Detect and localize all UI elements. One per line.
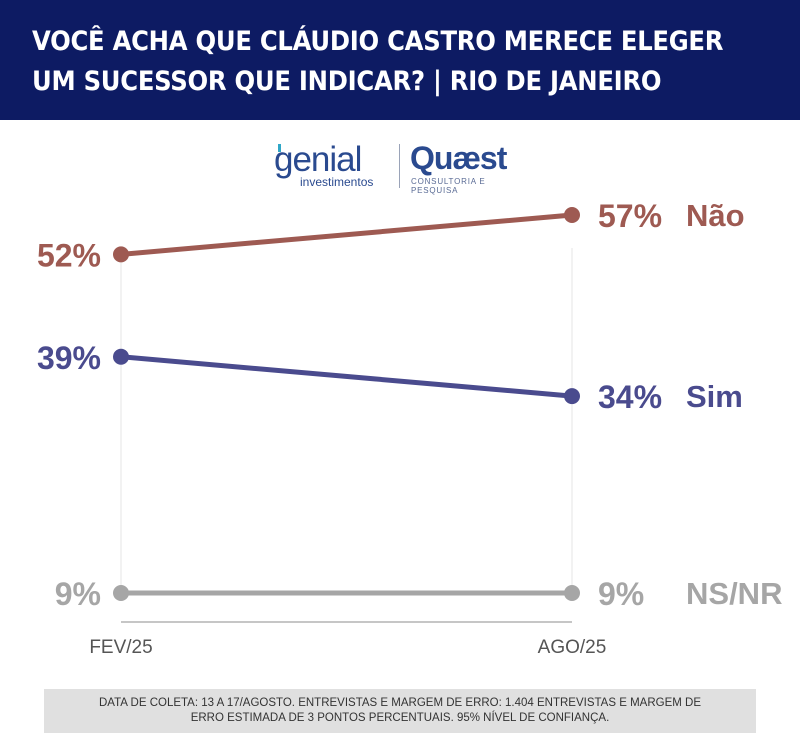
quaest-plus-icon — [423, 155, 436, 168]
series-name-label: NS/NR — [686, 576, 782, 611]
data-label: 34% — [598, 379, 662, 415]
title-banner: VOCÊ ACHA QUE CLÁUDIO CASTRO MERECE ELEG… — [0, 0, 800, 120]
data-point-n-o — [113, 246, 129, 263]
chart-guides — [120, 248, 573, 593]
sponsor-logos: genial investimentos Quæst CONSULTORIA E… — [270, 138, 530, 195]
series-name-label: Sim — [686, 379, 743, 414]
data-point-ns-nr — [564, 585, 580, 601]
chart-series: 52% 57% Não 39% 34% Sim 9% 9% NS/NR — [37, 198, 783, 612]
data-label: 9% — [55, 576, 101, 612]
series-name-label: Não — [686, 198, 745, 233]
genial-logo-subtext: investimentos — [300, 175, 374, 189]
chart-title-line-1: VOCÊ ACHA QUE CLÁUDIO CASTRO MERECE ELEG… — [32, 26, 724, 57]
data-label: 39% — [37, 340, 101, 376]
quaest-logo-subtext: CONSULTORIA E PESQUISA — [411, 177, 486, 195]
series-line-n-o — [118, 212, 575, 257]
footnote-line-2: ERRO ESTIMADA DE 3 PONTOS PERCENTUAIS. 9… — [190, 712, 610, 724]
x-tick-label: FEV/25 — [89, 637, 152, 658]
chart-title-line-2: UM SUCESSOR QUE INDICAR? | RIO DE JANEIR… — [32, 66, 662, 97]
data-label: 9% — [598, 576, 644, 612]
quaest-logo-text: Quæst — [410, 140, 507, 176]
data-point-sim — [113, 348, 129, 365]
footnote-line-1: DATA DE COLETA: 13 A 17/AGOSTO. ENTREVIS… — [99, 697, 701, 709]
genial-logo-text: genial — [274, 140, 362, 179]
data-point-n-o — [564, 207, 580, 223]
data-label: 57% — [598, 198, 662, 234]
genial-logo-icon — [278, 144, 281, 152]
series-line-sim — [118, 354, 575, 399]
data-label: 52% — [37, 237, 101, 273]
data-point-ns-nr — [113, 585, 129, 601]
x-tick-label: AGO/25 — [538, 637, 607, 658]
logo-divider — [399, 144, 400, 188]
data-point-sim — [564, 388, 580, 405]
footnote: DATA DE COLETA: 13 A 17/AGOSTO. ENTREVIS… — [44, 689, 756, 733]
x-axis: FEV/25 AGO/25 — [89, 621, 607, 658]
